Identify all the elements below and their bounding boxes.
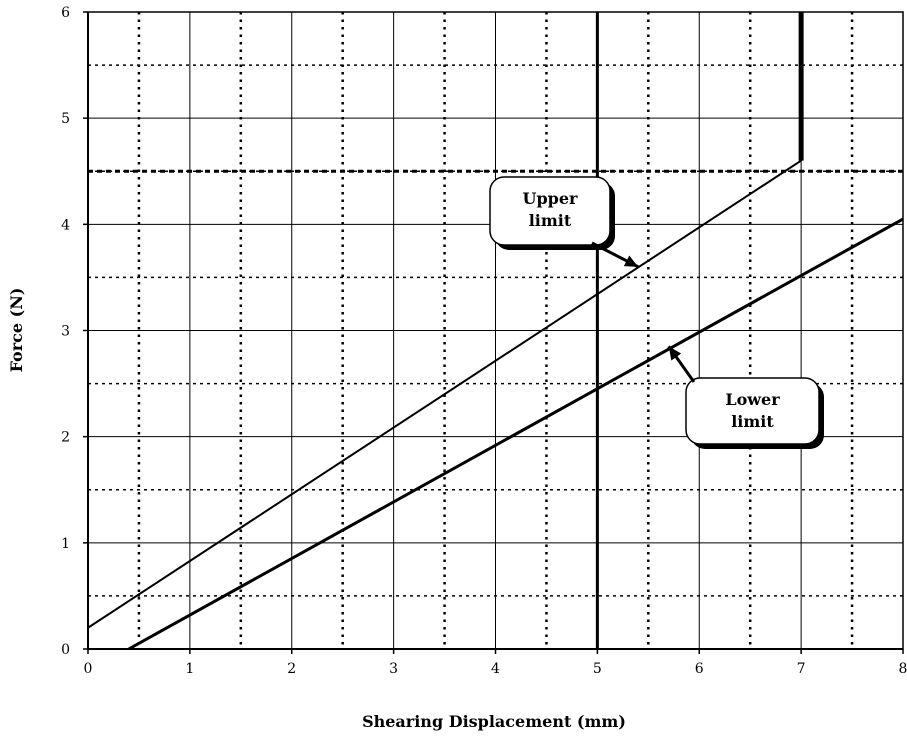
y-tick-label: 5 <box>61 111 70 127</box>
axes <box>83 12 903 654</box>
x-tick-label: 8 <box>899 661 907 677</box>
x-tick-label: 2 <box>287 661 296 677</box>
y-tick-label: 3 <box>61 324 70 340</box>
major-grid <box>88 12 903 649</box>
tick-labels: 0 1 2 3 4 5 6 7 8 0 1 2 3 4 5 6 <box>61 5 907 677</box>
y-tick-label: 0 <box>61 642 70 658</box>
x-tick-label: 0 <box>84 661 93 677</box>
y-tick-label: 6 <box>61 5 70 21</box>
y-axis-title: Force (N) <box>7 288 26 373</box>
callout-text-line: Upper <box>523 189 579 208</box>
callout-text-line: limit <box>731 412 774 431</box>
callout-text-line: Lower <box>725 390 780 409</box>
y-tick-label: 2 <box>61 430 70 446</box>
x-tick-label: 3 <box>389 661 398 677</box>
callout-upper-limit: Upper limit <box>490 177 638 267</box>
callout-text-line: limit <box>529 211 572 230</box>
y-tick-label: 1 <box>61 536 70 552</box>
x-tick-label: 6 <box>695 661 704 677</box>
x-tick-label: 4 <box>491 661 500 677</box>
callout-box <box>686 378 819 444</box>
callouts: Upper limit Lower limit <box>490 177 824 449</box>
y-tick-label: 4 <box>61 217 70 233</box>
x-tick-label: 5 <box>593 661 602 677</box>
callout-arrowhead <box>669 346 681 360</box>
x-tick-label: 1 <box>185 661 194 677</box>
x-tick-label: 7 <box>797 661 806 677</box>
x-axis-title: Shearing Displacement (mm) <box>362 712 626 731</box>
